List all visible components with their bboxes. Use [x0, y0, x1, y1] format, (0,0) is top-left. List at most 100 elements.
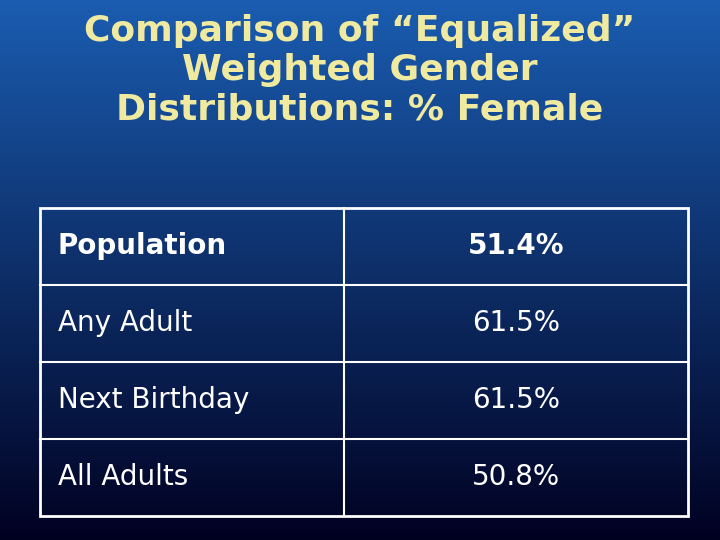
Bar — [0, 405, 720, 408]
Bar — [0, 535, 720, 537]
Bar — [0, 510, 720, 513]
Bar — [0, 456, 720, 459]
Bar — [0, 432, 720, 435]
Bar — [0, 346, 720, 348]
Bar — [0, 8, 720, 11]
Bar — [0, 11, 720, 14]
Text: 51.4%: 51.4% — [467, 232, 564, 260]
Text: All Adults: All Adults — [58, 463, 188, 491]
Bar — [0, 165, 720, 167]
Bar — [0, 394, 720, 397]
Bar — [0, 213, 720, 216]
Bar — [0, 62, 720, 65]
Bar — [0, 421, 720, 424]
Bar — [0, 529, 720, 532]
Bar — [0, 243, 720, 246]
Bar — [0, 521, 720, 524]
Bar — [0, 289, 720, 292]
Text: 61.5%: 61.5% — [472, 386, 560, 414]
Bar — [0, 284, 720, 286]
Bar — [0, 362, 720, 364]
Bar — [0, 429, 720, 432]
Bar — [0, 343, 720, 346]
Bar — [0, 235, 720, 238]
Bar — [0, 54, 720, 57]
Bar — [0, 281, 720, 284]
Bar — [0, 359, 720, 362]
Bar — [0, 267, 720, 270]
Bar — [0, 230, 720, 232]
Bar — [0, 375, 720, 378]
Bar — [0, 38, 720, 40]
Bar — [0, 286, 720, 289]
Bar — [0, 324, 720, 327]
Bar — [0, 238, 720, 240]
Bar — [0, 308, 720, 310]
Bar — [0, 273, 720, 275]
Bar — [0, 68, 720, 70]
Bar — [0, 178, 720, 181]
Bar — [0, 224, 720, 227]
Bar — [0, 316, 720, 319]
Bar — [0, 416, 720, 418]
Bar — [0, 227, 720, 229]
Bar — [0, 65, 720, 68]
Bar — [0, 59, 720, 62]
Bar — [0, 464, 720, 467]
Bar — [0, 459, 720, 462]
Bar — [0, 81, 720, 84]
Bar — [0, 111, 720, 113]
Bar — [0, 157, 720, 159]
Bar — [0, 516, 720, 518]
Bar — [0, 35, 720, 38]
Bar — [0, 518, 720, 521]
Bar — [0, 300, 720, 302]
Bar — [0, 483, 720, 486]
Bar — [0, 202, 720, 205]
Bar — [0, 127, 720, 130]
Bar — [0, 124, 720, 127]
Bar — [0, 219, 720, 221]
Bar — [0, 132, 720, 135]
Bar — [0, 478, 720, 481]
Bar — [0, 119, 720, 122]
Bar — [0, 305, 720, 308]
Bar — [0, 5, 720, 8]
Bar — [0, 94, 720, 97]
Bar — [0, 427, 720, 429]
Bar — [0, 418, 720, 421]
Bar — [0, 400, 720, 402]
Bar — [0, 532, 720, 535]
Text: 50.8%: 50.8% — [472, 463, 560, 491]
Bar — [0, 232, 720, 235]
Bar — [0, 70, 720, 73]
Bar — [0, 76, 720, 78]
Bar — [0, 148, 720, 151]
Bar — [0, 159, 720, 162]
Bar — [0, 340, 720, 343]
Bar — [0, 437, 720, 440]
Bar — [0, 302, 720, 305]
Bar — [0, 408, 720, 410]
Bar — [0, 40, 720, 43]
Bar — [0, 57, 720, 59]
Bar — [0, 351, 720, 354]
Bar — [0, 246, 720, 248]
Bar — [0, 356, 720, 359]
Bar — [0, 497, 720, 500]
Bar — [0, 221, 720, 224]
Bar — [0, 370, 720, 373]
Bar — [0, 443, 720, 445]
Bar — [0, 313, 720, 316]
Bar — [0, 467, 720, 470]
Bar — [0, 348, 720, 351]
Bar — [0, 78, 720, 81]
Bar — [0, 392, 720, 394]
Bar — [0, 319, 720, 321]
Bar — [0, 454, 720, 456]
Bar — [0, 27, 720, 30]
Bar — [0, 435, 720, 437]
Bar — [0, 472, 720, 475]
Bar — [0, 278, 720, 281]
Bar — [0, 151, 720, 154]
